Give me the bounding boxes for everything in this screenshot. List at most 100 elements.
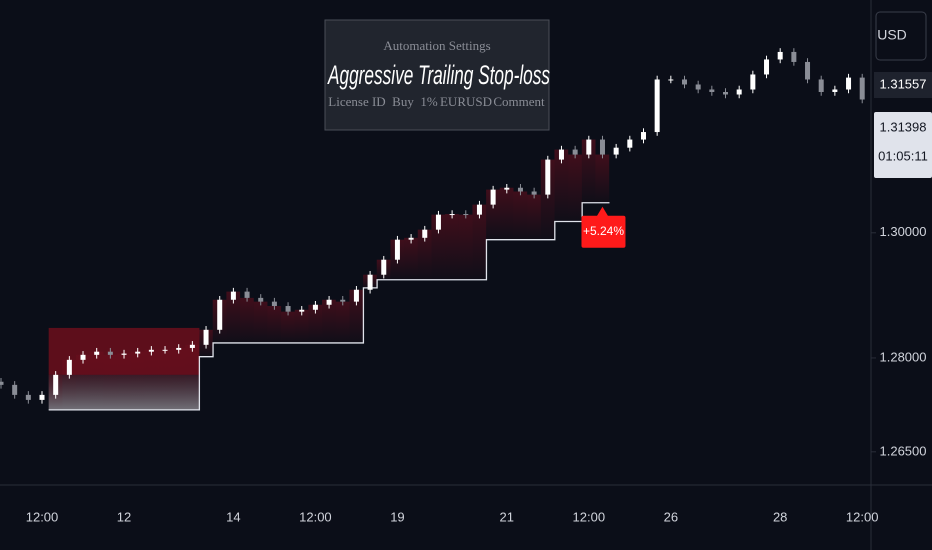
candle-body: [517, 187, 523, 192]
trail-area: [89, 351, 104, 410]
trail-area: [540, 159, 555, 240]
candle-body: [80, 354, 86, 360]
trail-area: [240, 297, 254, 343]
candle-body: [94, 351, 100, 355]
panel-cell: License ID: [328, 94, 385, 109]
candle-body: [777, 51, 783, 60]
trail-area: [568, 154, 582, 222]
trail-area: [581, 139, 596, 203]
trail-area: [445, 214, 459, 280]
candle-body: [135, 351, 141, 354]
candle-body: [435, 214, 441, 230]
candle-body: [408, 237, 414, 240]
candle-body: [531, 191, 537, 195]
trail-area: [117, 353, 131, 410]
candle-body: [258, 297, 264, 302]
y-tick-label: 1.26500: [880, 443, 927, 458]
x-tick-label: 21: [500, 509, 514, 524]
candle-body: [176, 347, 182, 350]
settings-panel: Automation Settings License ID Buy 1% EU…: [324, 19, 550, 131]
candle-body: [285, 306, 291, 312]
y-tick-label: 1.28000: [880, 349, 927, 364]
candle-body: [0, 381, 4, 385]
x-tick-label: 12:00: [299, 509, 332, 524]
candle-body: [107, 351, 113, 355]
candle-body: [846, 77, 852, 90]
candle-body: [53, 374, 59, 395]
candle-body: [668, 79, 674, 81]
trail-area: [349, 289, 364, 343]
candle-body: [121, 353, 127, 355]
candle-body: [162, 349, 168, 351]
trail-area: [458, 214, 473, 280]
candle-body: [750, 74, 756, 90]
last-price-label: 1.31398: [880, 119, 927, 134]
trail-area: [62, 359, 77, 410]
high-tag-label: 1.31557: [880, 76, 927, 91]
candle-body: [12, 384, 18, 395]
candle-body: [613, 147, 619, 155]
trail-area: [144, 349, 159, 410]
candle-body: [203, 329, 209, 345]
trail-area: [486, 189, 500, 240]
candle-body: [627, 139, 633, 148]
x-tick-label: 28: [773, 509, 787, 524]
candle-body: [66, 359, 72, 375]
candle-body: [463, 214, 469, 216]
candle-body: [736, 89, 742, 95]
candle-body: [189, 344, 195, 348]
candle-body: [244, 291, 250, 298]
panel-box: [324, 19, 550, 131]
candle-body: [859, 77, 865, 100]
profit-badge: [581, 215, 626, 248]
candle-body: [490, 189, 496, 205]
panel-cell: 1%: [420, 94, 438, 109]
trail-area: [103, 354, 118, 410]
x-tick-label: 12:00: [26, 509, 59, 524]
candle-body: [217, 299, 223, 330]
candle-body: [764, 59, 770, 75]
candle-body: [422, 229, 428, 238]
plot-area: +5.24%: [0, 48, 865, 411]
currency-button[interactable]: [875, 11, 927, 61]
candle-body: [394, 239, 400, 260]
trail-area: [417, 229, 432, 280]
trail-area: [472, 204, 487, 280]
currency-label: USD: [877, 27, 907, 43]
x-tick-label: 14: [226, 509, 240, 524]
trail-area: [267, 306, 282, 343]
trail-area: [335, 301, 350, 343]
candle-body: [271, 301, 277, 307]
panel-heading: Automation Settings: [383, 38, 490, 53]
candle-body: [709, 89, 715, 92]
candle-body: [326, 299, 332, 305]
x-tick-label: 19: [390, 509, 404, 524]
trail-area: [76, 354, 90, 410]
candle-body: [312, 304, 318, 310]
trailing-stop-line: [48, 202, 610, 411]
trail-area: [527, 194, 541, 240]
x-tick-label: 12:00: [573, 509, 606, 524]
candle-body: [805, 61, 811, 80]
trail-area: [253, 301, 268, 343]
candle-body: [682, 79, 687, 85]
trail-area: [158, 349, 172, 410]
chart-title: Aggressive Trailing Stop-loss: [327, 60, 550, 90]
trail-area: [499, 187, 514, 240]
candle-body: [230, 291, 236, 300]
trail-area: [554, 149, 569, 222]
panel-cell: EURUSD: [440, 94, 492, 109]
panel-cell: Comment: [493, 94, 545, 109]
trail-area: [322, 299, 336, 343]
last-price-tag: [874, 112, 932, 178]
candle-body: [791, 51, 797, 62]
y-tick-label: 1.30000: [880, 224, 927, 239]
candle-body: [476, 204, 482, 215]
high-tag: [874, 72, 932, 98]
candle-body: [586, 139, 592, 155]
candle-body: [504, 187, 510, 190]
trail-area: [308, 304, 323, 343]
candle-body: [599, 139, 605, 155]
trail-area: [185, 344, 200, 410]
